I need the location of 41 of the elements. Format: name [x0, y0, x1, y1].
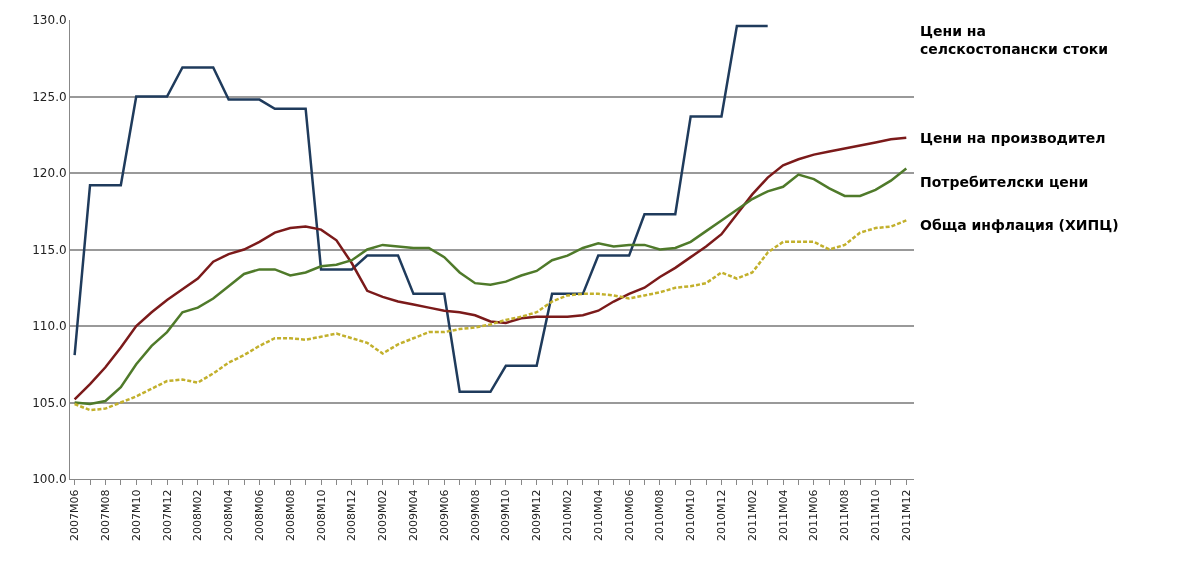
x-tick-label: 2009M02 [376, 489, 390, 541]
series-label: Цени на производител [920, 130, 1106, 146]
x-tick-label: 2008M02 [191, 489, 205, 541]
y-tick-label: 130.0 [32, 13, 67, 28]
series-label: Потребителски цени [920, 174, 1089, 190]
x-tick-label: 2011M10 [869, 489, 883, 541]
text: Цени на селскостопански стоки [920, 23, 1109, 58]
y-tick-label: 125.0 [32, 89, 67, 104]
x-tick-label: 2010M04 [591, 489, 605, 541]
x-tick-label: 2010M08 [653, 489, 667, 541]
x-tick-label: 2008M08 [283, 489, 297, 541]
x-tick-label: 2011M12 [899, 489, 913, 541]
y-tick-label: 120.0 [32, 166, 67, 181]
x-tick-label: 2008M10 [314, 489, 328, 541]
x-tick-label: 2009M06 [437, 489, 451, 541]
x-tick-label: 2009M08 [468, 489, 482, 541]
x-tick-label: 2009M04 [407, 489, 421, 541]
x-tick-label: 2011M06 [807, 489, 821, 541]
x-tick-label: 2009M12 [530, 489, 544, 541]
y-tick-label: 105.0 [32, 395, 67, 410]
x-tick-label: 2007M06 [68, 489, 82, 541]
x-tick-label: 2011M02 [745, 489, 759, 541]
x-tick-label: 2008M04 [222, 489, 236, 541]
x-tick-label: 2010M10 [684, 489, 698, 541]
y-tick-label: 115.0 [32, 242, 67, 257]
line-series [73, 24, 769, 394]
x-tick-label: 2008M12 [345, 489, 359, 541]
line-series [73, 219, 908, 412]
x-tick-label: 2007M10 [129, 489, 143, 541]
y-tick-label: 100.0 [32, 472, 67, 487]
x-tick-label: 2007M08 [98, 489, 112, 541]
series-label: Обща инфлация (ХИПЦ) [920, 217, 1119, 233]
x-tick-label: 2010M02 [561, 489, 575, 541]
x-tick-label: 2011M04 [776, 489, 790, 541]
y-tick-label: 110.0 [32, 319, 67, 334]
x-tick-label: 2007M12 [160, 489, 174, 541]
x-tick-label: 2011M08 [838, 489, 852, 541]
x-tick-label: 2010M06 [622, 489, 636, 541]
x-tick-label: 2008M06 [253, 489, 267, 541]
x-tick-label: 2009M10 [499, 489, 513, 541]
x-tick-label: 2010M12 [715, 489, 729, 541]
